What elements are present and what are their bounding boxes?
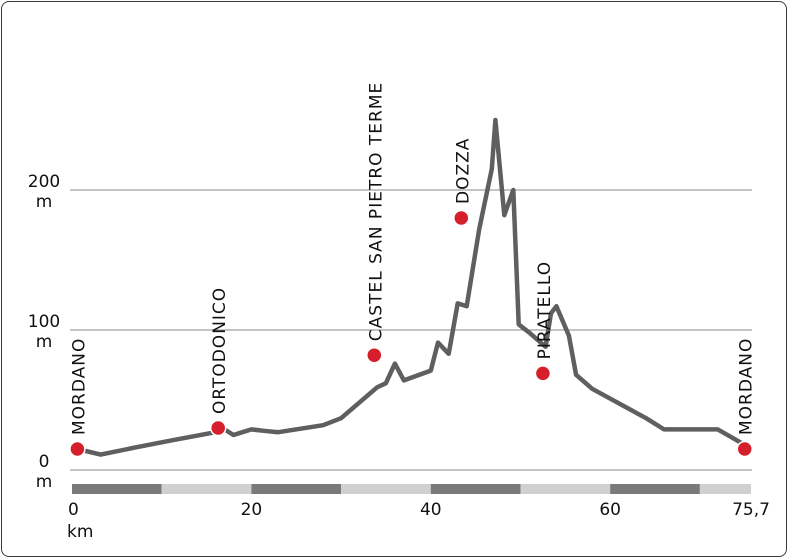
scale-segment-6 — [610, 484, 700, 494]
marker-1 — [209, 419, 227, 437]
marker-5 — [736, 440, 753, 458]
y-tick-0: 0 — [39, 452, 50, 472]
scale-segment-3 — [341, 484, 431, 494]
elevation-profile — [75, 117, 747, 457]
scale-segment-2 — [251, 484, 342, 494]
x-tick-2: 40 — [420, 500, 442, 520]
marker-0 — [69, 440, 86, 458]
x-tick-3: 60 — [599, 500, 621, 520]
marker-4 — [534, 365, 552, 382]
y-tick-100: 100 — [28, 312, 60, 332]
y-unit-0: m — [36, 472, 53, 492]
scale-segment-1 — [161, 484, 252, 494]
marker-3 — [453, 209, 470, 227]
town-markers — [69, 209, 753, 458]
scale-segment-5 — [520, 484, 611, 494]
town-label-4: PIRATELLO — [535, 261, 555, 360]
town-labels: MORDANO ORTODONICO CASTEL SAN PIETRO TERME… — [69, 82, 756, 435]
town-label-0: MORDANO — [69, 338, 89, 435]
y-unit-200: m — [36, 192, 53, 212]
scale-segment-4 — [430, 484, 521, 494]
y-unit-100: m — [36, 332, 53, 352]
town-label-2: CASTEL SAN PIETRO TERME — [366, 82, 386, 341]
profile-line — [75, 117, 747, 457]
x-tick-labels: 0 20 40 60 75,7 km — [67, 500, 770, 542]
x-tick-0: 0 — [68, 500, 79, 520]
marker-2 — [366, 346, 383, 364]
scale-segment-0 — [72, 484, 162, 494]
x-unit: km — [67, 522, 93, 542]
x-tick-1: 20 — [241, 500, 263, 520]
x-tick-4: 75,7 — [732, 500, 770, 520]
distance-scale-bar — [72, 484, 751, 494]
town-label-5: MORDANO — [737, 338, 757, 435]
grid-lines — [70, 189, 752, 471]
town-label-1: ORTODONICO — [210, 287, 230, 414]
town-label-3: DOZZA — [453, 138, 473, 204]
scale-segment-7 — [699, 484, 751, 494]
y-tick-200: 200 — [28, 172, 60, 192]
